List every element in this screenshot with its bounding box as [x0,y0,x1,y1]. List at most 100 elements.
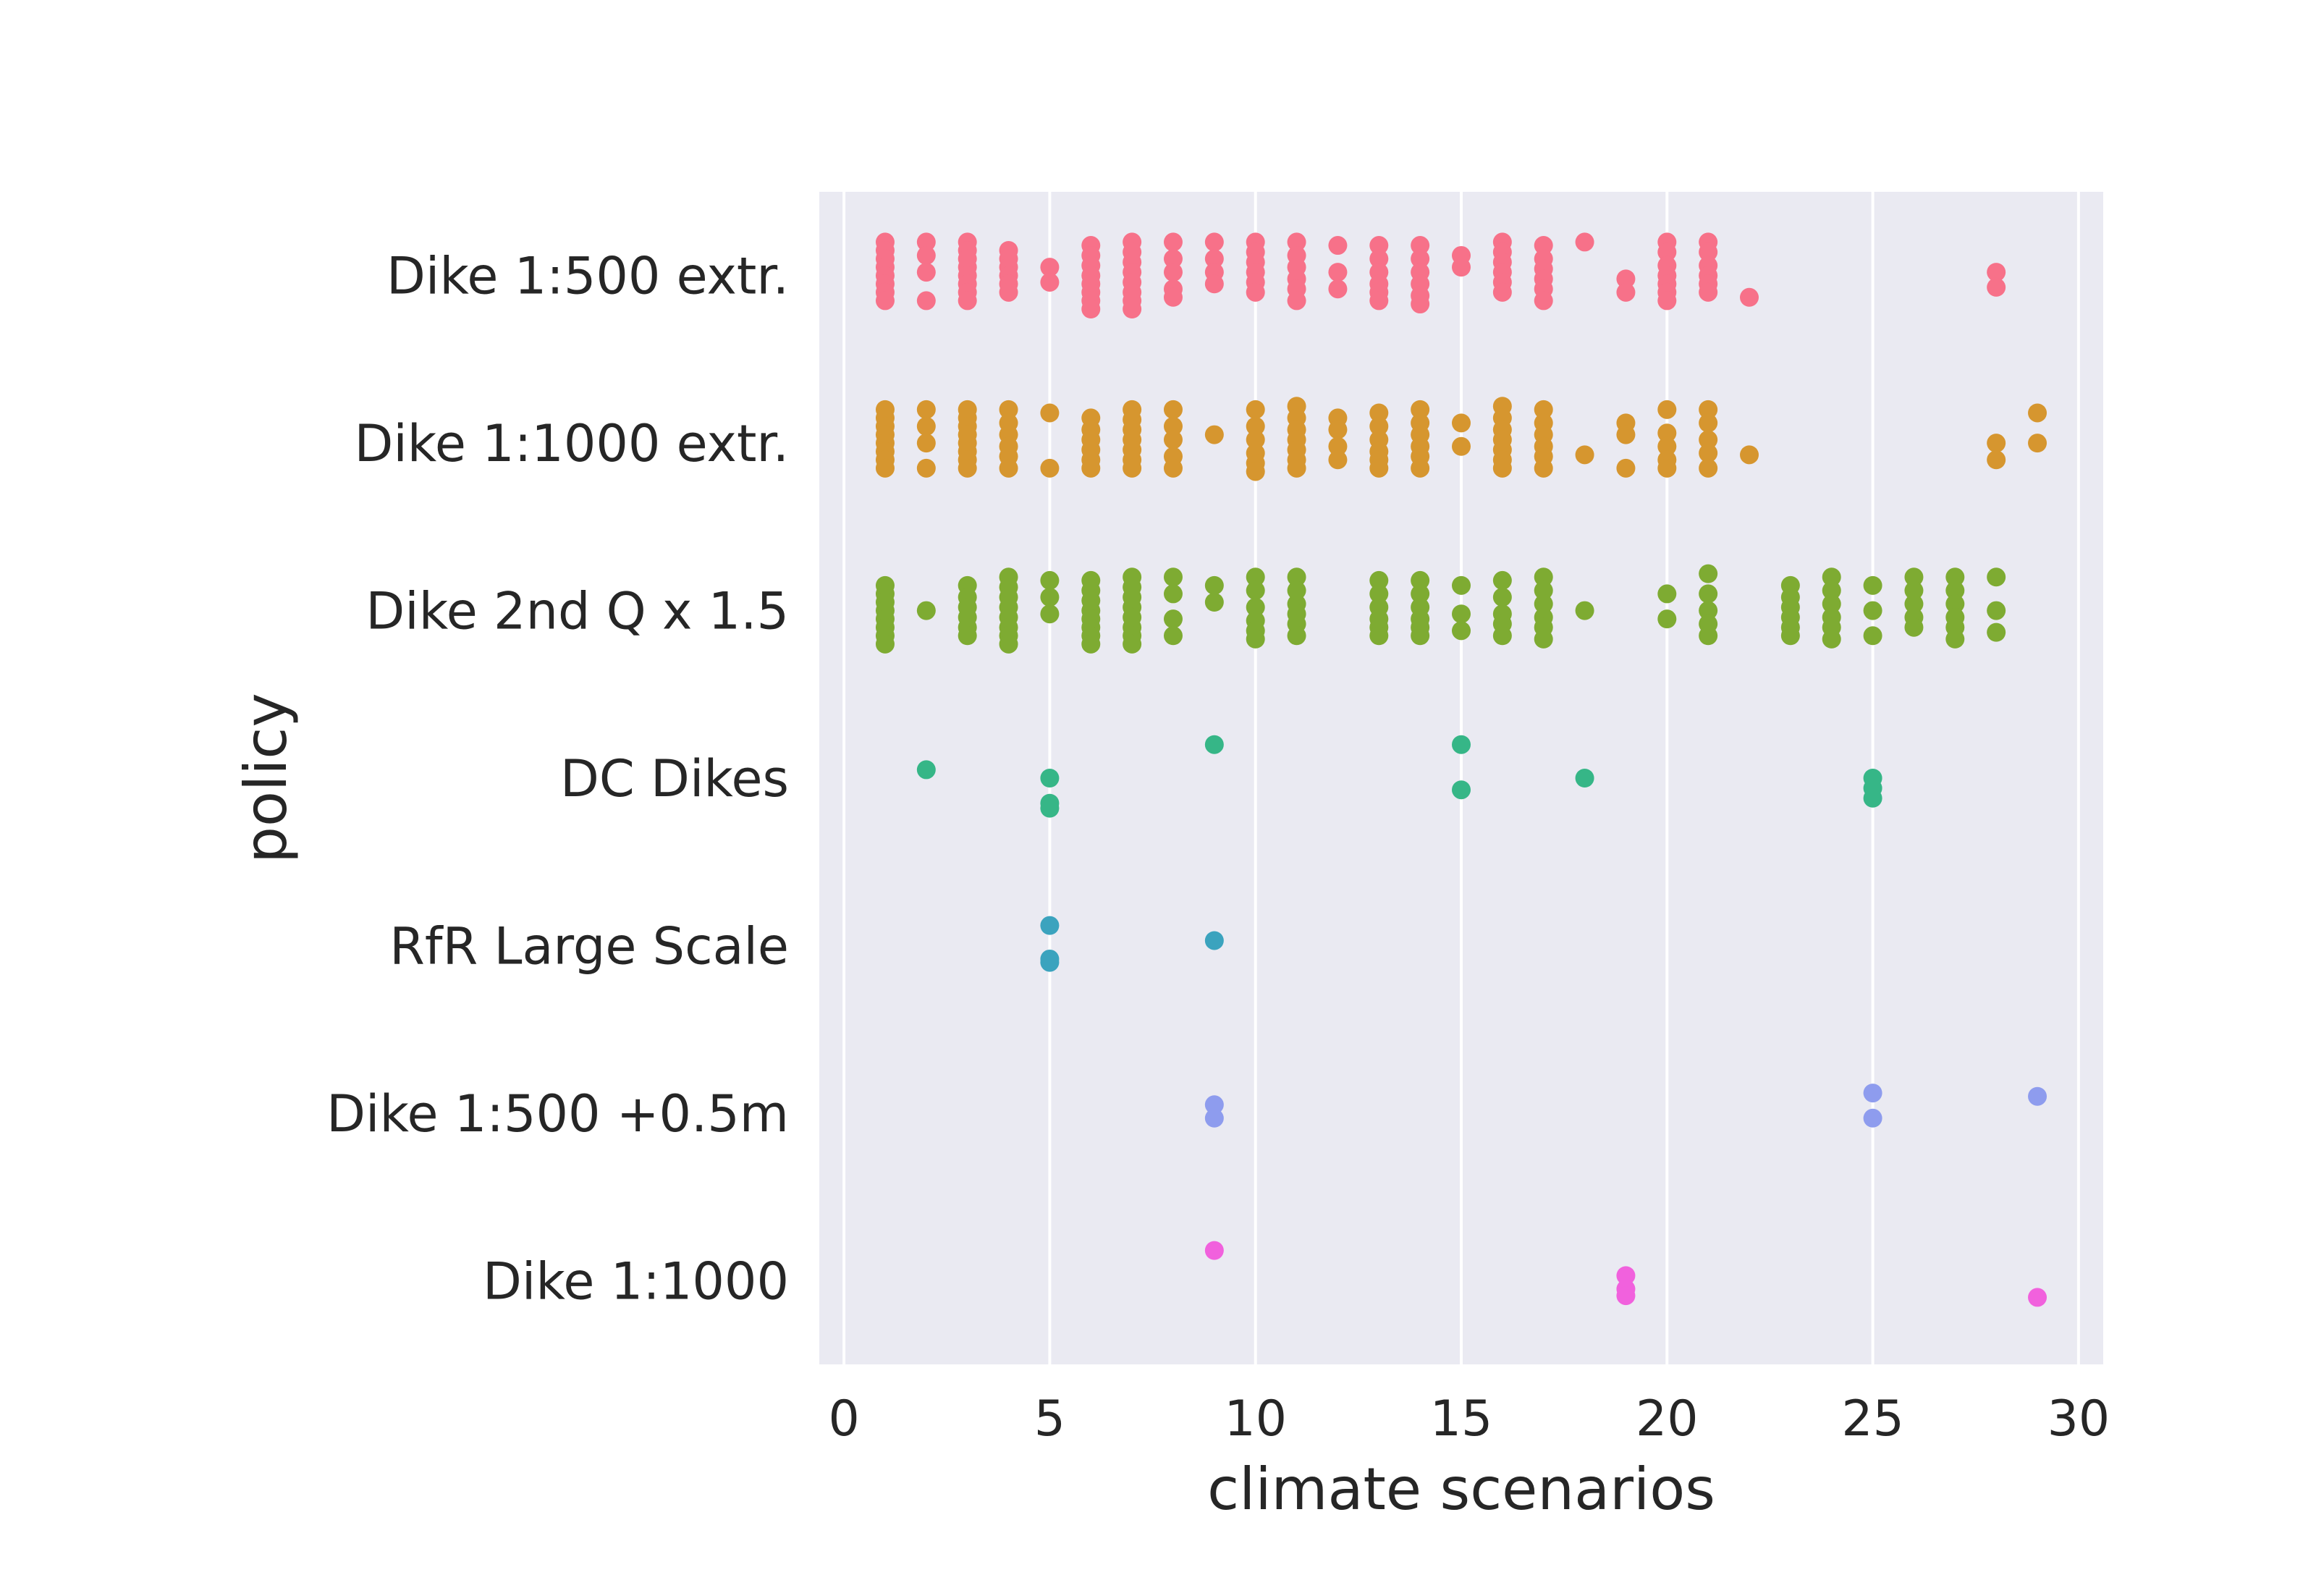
x-axis-label: climate scenarios [1207,1456,1715,1523]
data-point [1163,584,1183,604]
data-point [1780,626,1800,646]
data-point [1246,580,1265,600]
data-point [1411,400,1430,419]
data-point [1369,291,1389,311]
data-point [1287,567,1306,587]
data-point [1657,436,1677,456]
data-point [875,291,895,311]
data-point [1328,236,1348,256]
x-tick-label: 5 [1034,1390,1065,1448]
data-point [1411,584,1430,604]
data-point [2028,1086,2047,1106]
data-point [1123,458,1142,478]
data-point [2028,403,2047,423]
data-point [1246,430,1265,449]
data-point [1575,232,1594,252]
data-point [1452,575,1471,595]
data-point [1204,232,1224,252]
data-point [1040,769,1060,788]
y-tick-label: DC Dikes [560,749,789,808]
data-point [1328,420,1348,439]
y-tick-label: Dike 1:1000 extr. [354,414,789,473]
data-point [916,417,936,436]
data-point [1699,601,1718,620]
data-point [1987,434,2006,453]
data-point [1204,1241,1224,1260]
data-point [1699,584,1718,604]
data-point [1945,594,1965,614]
data-point [958,458,977,478]
data-point [1616,282,1636,302]
data-point [916,458,936,478]
data-point [1863,575,1882,595]
data-point [1163,609,1183,629]
data-point [875,634,895,654]
data-point [1699,626,1718,646]
x-tick-label: 10 [1224,1390,1287,1448]
x-tick-label: 25 [1841,1390,1904,1448]
data-points [875,232,2047,1307]
data-point [1987,622,2006,642]
data-point [1987,277,2006,297]
y-tick-labels: Dike 1:500 extr. Dike 1:1000 extr. Dike 2n… [326,247,789,1312]
data-point [1657,291,1677,311]
data-point [1945,580,1965,600]
data-point [1204,575,1224,595]
data-point [1328,436,1348,456]
data-point [1163,458,1183,478]
data-point [1163,417,1183,436]
data-point [1040,798,1060,818]
data-point [1987,567,2006,587]
data-point [1369,249,1389,269]
data-point [1863,788,1882,808]
data-point [916,760,936,780]
data-point [1369,584,1389,604]
data-point [916,245,936,265]
data-point [1534,629,1553,649]
data-point [1040,953,1060,972]
data-point [1657,423,1677,443]
data-point [1740,445,1759,465]
data-point [1246,400,1265,419]
y-tick-label: Dike 1:1000 [483,1251,789,1311]
data-point [1575,769,1594,788]
data-point [1204,425,1224,444]
data-point [2028,1288,2047,1307]
data-point [916,400,936,419]
data-point [1822,594,1841,614]
data-point [1163,232,1183,252]
data-point [1904,594,1924,614]
data-point [1492,626,1512,646]
data-point [1822,580,1841,600]
x-tick-label: 20 [1636,1390,1699,1448]
data-point [916,263,936,282]
data-point [1657,609,1677,629]
data-point [1204,735,1224,754]
data-point [1369,458,1389,478]
x-tick-labels: 0 5 10 15 20 25 30 [828,1390,2110,1448]
data-point [1040,604,1060,624]
data-point [1204,1108,1224,1128]
data-point [916,291,936,311]
data-point [1699,413,1718,433]
data-point [1246,462,1265,481]
data-point [1822,629,1841,649]
data-point [1534,400,1553,419]
data-point [1163,567,1183,587]
y-tick-label: Dike 2nd Q x 1.5 [365,582,789,641]
data-point [1287,232,1306,252]
data-point [1863,626,1882,646]
data-point [1534,594,1553,614]
data-point [1904,580,1924,600]
data-point [1657,584,1677,604]
data-point [1246,597,1265,617]
data-point [958,626,977,646]
data-point [1616,1286,1636,1306]
data-point [1699,458,1718,478]
data-point [958,291,977,311]
data-point [1822,567,1841,587]
data-point [1987,601,2006,620]
data-point [1863,601,1882,620]
data-point [1411,249,1430,269]
